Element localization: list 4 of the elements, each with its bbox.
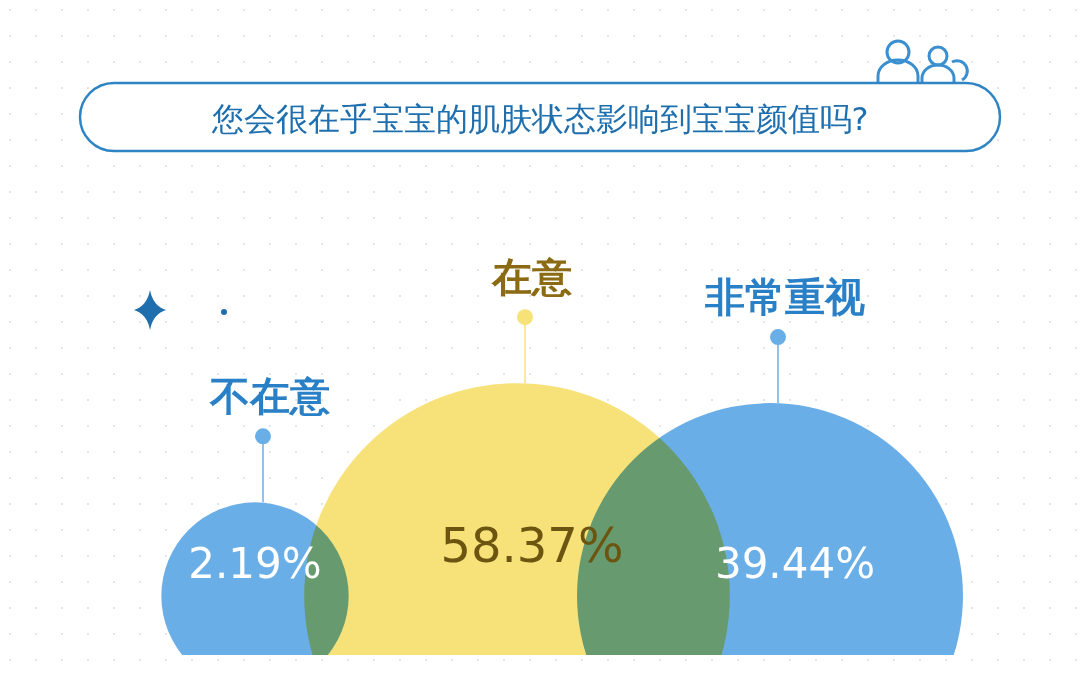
category-label: 非常重视 <box>704 274 865 321</box>
category-label: 在意 <box>491 254 572 301</box>
category-label: 不在意 <box>209 373 330 420</box>
text: 您会很在乎宝宝的肌肤状态影响到宝宝颜值吗? <box>210 100 869 138</box>
